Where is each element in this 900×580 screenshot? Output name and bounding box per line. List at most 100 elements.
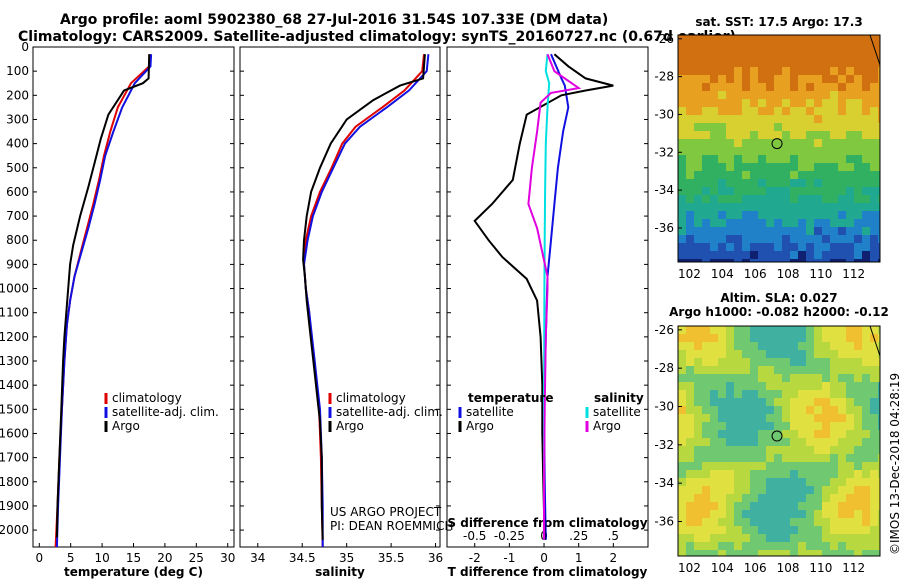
heatmap-cell [830, 470, 838, 478]
heatmap-cell [718, 251, 726, 259]
heatmap-cell [790, 75, 798, 83]
heatmap-cell [790, 382, 798, 390]
heatmap-cell [798, 494, 806, 502]
heatmap-cell [822, 211, 830, 219]
heatmap-cell [846, 67, 854, 75]
heatmap-cell [710, 131, 718, 139]
heatmap-cell [710, 59, 718, 67]
heatmap-cell [862, 510, 870, 518]
heatmap-cell [734, 390, 742, 398]
heatmap-cell [774, 446, 782, 454]
heatmap-cell [750, 91, 758, 99]
heatmap-cell [878, 390, 880, 398]
heatmap-cell [806, 139, 814, 147]
heatmap-cell [758, 454, 766, 462]
heatmap-cell [870, 462, 878, 470]
heatmap-cell [806, 147, 814, 155]
heatmap-cell [694, 107, 702, 115]
heatmap-cell [710, 422, 718, 430]
heatmap-cell [734, 139, 742, 147]
heatmap-cell [798, 219, 806, 227]
heatmap-cell [710, 219, 718, 227]
heatmap-cell [782, 115, 790, 123]
heatmap-cell [854, 542, 862, 550]
heatmap-cell [830, 179, 838, 187]
heatmap-cell [766, 179, 774, 187]
heatmap-cell [758, 526, 766, 534]
heatmap-cell [710, 446, 718, 454]
y-tick-label: 1700 [0, 451, 29, 465]
heatmap-cell [718, 139, 726, 147]
heatmap-cell [686, 534, 694, 542]
heatmap-cell [854, 83, 862, 91]
y-tick-label: 200 [6, 88, 29, 102]
heatmap-cell [694, 470, 702, 478]
heatmap-cell [742, 115, 750, 123]
heatmap-cell [806, 398, 814, 406]
heatmap-cell [782, 334, 790, 342]
heatmap-cell [782, 502, 790, 510]
heatmap-cell [782, 155, 790, 163]
heatmap-cell [822, 494, 830, 502]
heatmap-cell [878, 414, 880, 422]
heatmap-cell [862, 470, 870, 478]
heatmap-cell [742, 171, 750, 179]
heatmap-cell [750, 179, 758, 187]
heatmap-cell [686, 211, 694, 219]
heatmap-cell [694, 131, 702, 139]
heatmap-cell [822, 422, 830, 430]
heatmap-cell [830, 107, 838, 115]
heatmap-cell [750, 35, 758, 43]
heatmap-cell [862, 518, 870, 526]
heatmap-cell [854, 235, 862, 243]
heatmap-cell [710, 326, 718, 334]
heatmap-cell [862, 107, 870, 115]
heatmap-cell [854, 358, 862, 366]
heatmap-cell [774, 211, 782, 219]
heatmap-cell [766, 454, 774, 462]
heatmap-cell [846, 211, 854, 219]
heatmap-cell [870, 454, 878, 462]
heatmap-cell [798, 259, 806, 262]
heatmap-cell [798, 406, 806, 414]
heatmap-cell [774, 35, 782, 43]
heatmap-cell [678, 374, 686, 382]
heatmap-cell [686, 83, 694, 91]
heatmap-cell [806, 486, 814, 494]
heatmap-cell [678, 99, 686, 107]
heatmap-cell [702, 51, 710, 59]
heatmap-cell [846, 139, 854, 147]
heatmap-cell [782, 326, 790, 334]
heatmap-cell [694, 171, 702, 179]
heatmap-cell [758, 462, 766, 470]
heatmap-cell [766, 550, 774, 556]
heatmap-cell [718, 107, 726, 115]
heatmap-cell [686, 147, 694, 155]
heatmap-cell [758, 470, 766, 478]
x-tick-label: 20 [157, 551, 172, 565]
heatmap-cell [846, 195, 854, 203]
heatmap-cell [790, 342, 798, 350]
heatmap-cell [862, 51, 870, 59]
heatmap-cell [702, 139, 710, 147]
heatmap-cell [710, 203, 718, 211]
heatmap-cell [726, 326, 734, 334]
heatmap-cell [854, 382, 862, 390]
heatmap-cell [742, 83, 750, 91]
heatmap-cell [870, 203, 878, 211]
heatmap-cell [798, 179, 806, 187]
series-salinity-argo [527, 53, 582, 540]
heatmap-cell [734, 510, 742, 518]
heatmap-cell [758, 131, 766, 139]
heatmap-cell [878, 155, 880, 163]
heatmap-cell [798, 526, 806, 534]
heatmap-cell [734, 326, 742, 334]
heatmap-cell [774, 99, 782, 107]
heatmap-cell [694, 366, 702, 374]
heatmap-cell [798, 123, 806, 131]
heatmap-cell [846, 430, 854, 438]
heatmap-cell [830, 75, 838, 83]
heatmap-cell [726, 454, 734, 462]
heatmap-cell [814, 83, 822, 91]
heatmap-cell [678, 51, 686, 59]
